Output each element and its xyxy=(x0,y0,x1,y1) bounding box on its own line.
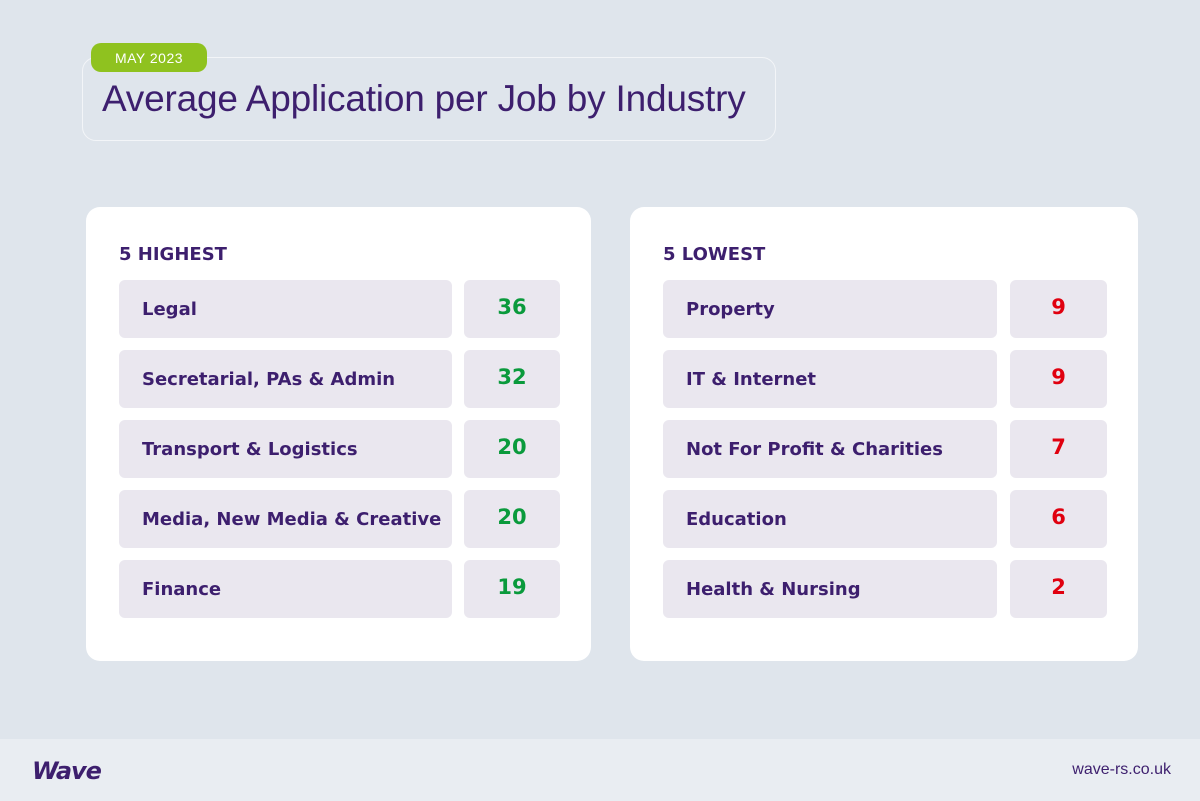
footer: Wave wave-rs.co.uk xyxy=(0,739,1200,801)
industry-value: 9 xyxy=(1010,350,1107,408)
industry-label: Legal xyxy=(119,280,452,338)
industry-label: Finance xyxy=(119,560,452,618)
industry-label: Not For Profit & Charities xyxy=(663,420,997,478)
highest-card: 5 HIGHEST Legal 36 Secretarial, PAs & Ad… xyxy=(86,207,591,661)
industry-value: 36 xyxy=(464,280,560,338)
industry-label: Property xyxy=(663,280,997,338)
title-frame xyxy=(82,57,776,141)
industry-label: Secretarial, PAs & Admin xyxy=(119,350,452,408)
website-link[interactable]: wave-rs.co.uk xyxy=(1072,761,1171,778)
industry-value: 6 xyxy=(1010,490,1107,548)
industry-label: Media, New Media & Creative xyxy=(119,490,452,548)
lowest-card: 5 LOWEST Property 9 IT & Internet 9 Not … xyxy=(630,207,1138,661)
industry-value: 9 xyxy=(1010,280,1107,338)
highest-heading: 5 HIGHEST xyxy=(119,244,227,265)
industry-value: 20 xyxy=(464,420,560,478)
industry-value: 19 xyxy=(464,560,560,618)
industry-value: 20 xyxy=(464,490,560,548)
industry-label: Education xyxy=(663,490,997,548)
industry-value: 32 xyxy=(464,350,560,408)
industry-label: Health & Nursing xyxy=(663,560,997,618)
lowest-heading: 5 LOWEST xyxy=(663,244,766,265)
industry-label: IT & Internet xyxy=(663,350,997,408)
page-title: Average Application per Job by Industry xyxy=(102,78,746,119)
industry-label: Transport & Logistics xyxy=(119,420,452,478)
industry-value: 2 xyxy=(1010,560,1107,618)
date-badge: MAY 2023 xyxy=(91,43,207,72)
wave-logo[interactable]: Wave xyxy=(32,757,102,785)
industry-value: 7 xyxy=(1010,420,1107,478)
